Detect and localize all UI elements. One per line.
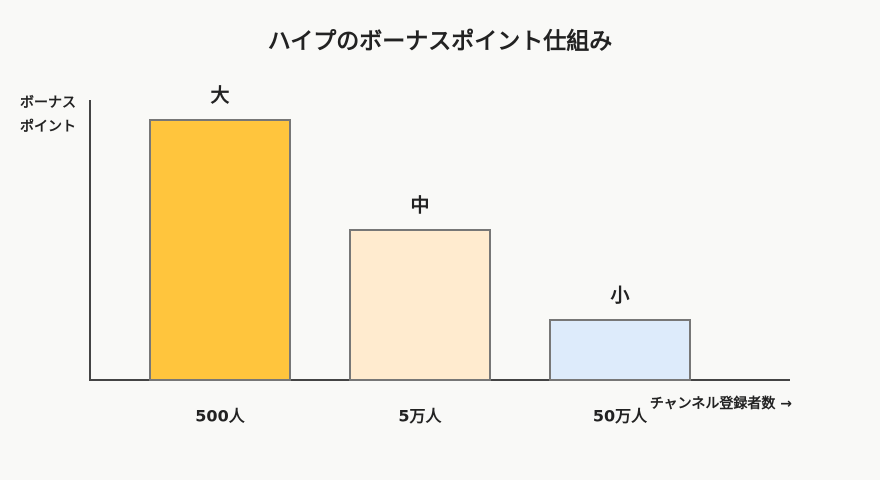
bar xyxy=(349,229,491,381)
y-axis-label: ボーナス xyxy=(20,95,76,111)
chart-title: ハイプのボーナスポイント仕組み xyxy=(268,28,613,55)
x-axis-label: チャンネル登録者数 → xyxy=(650,395,792,412)
value-label: 大 xyxy=(210,84,229,107)
x-tick-label: 5万人 xyxy=(398,407,442,426)
bar xyxy=(149,119,291,381)
y-axis-label: ポイント xyxy=(20,118,76,135)
x-tick-label: 50万人 xyxy=(593,407,648,426)
value-label: 中 xyxy=(410,194,429,217)
bar xyxy=(549,319,691,381)
value-label: 小 xyxy=(610,285,629,307)
x-tick-label: 500人 xyxy=(195,407,245,426)
